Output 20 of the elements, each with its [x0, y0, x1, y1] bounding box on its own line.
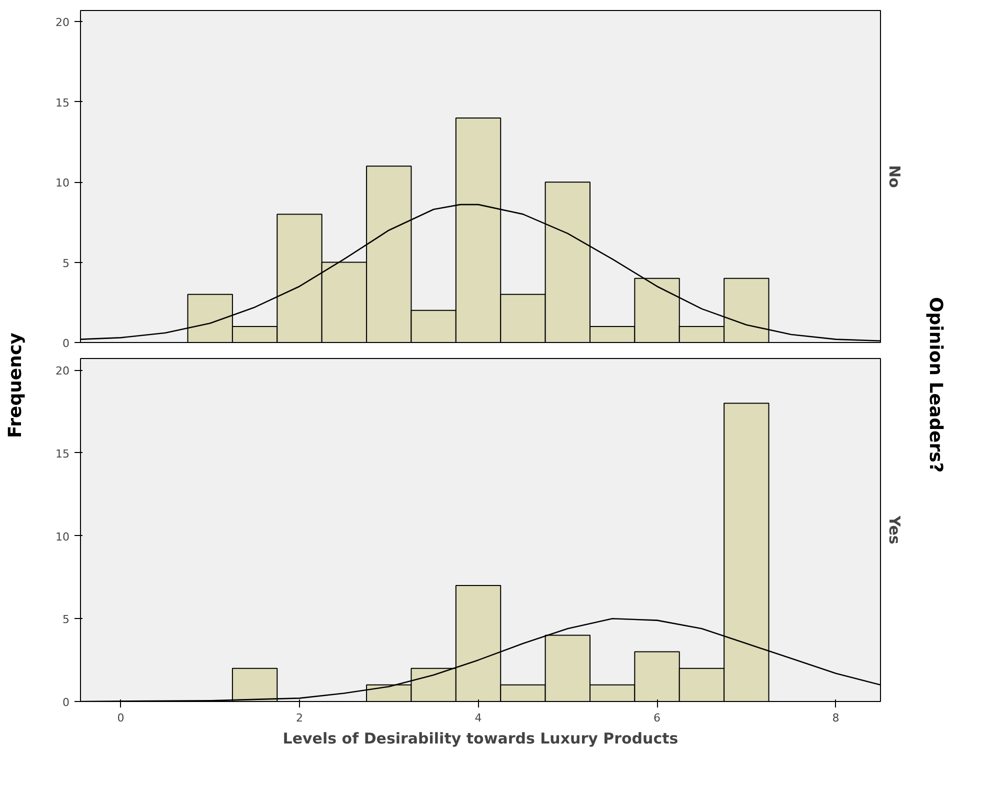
y-tick-label: 20 — [56, 364, 70, 378]
y-tick-label: 0 — [62, 337, 70, 350]
x-tick-label: 8 — [832, 712, 840, 724]
y-axis-title: Frequency — [5, 331, 26, 440]
y-tick-label: 5 — [62, 613, 70, 626]
x-tick-label: 2 — [296, 712, 303, 724]
y-tick-label: 0 — [62, 696, 70, 709]
x-tick-label: 4 — [474, 712, 482, 724]
legend-title: Opinion Leaders? — [925, 296, 946, 475]
y-tick-label: 10 — [56, 530, 70, 544]
y-tick-label: 10 — [56, 176, 70, 190]
y-tick-label: 5 — [62, 256, 70, 270]
y-tick-label: 20 — [56, 16, 70, 30]
x-axis-title: Levels of Desirability towards Luxury Products — [282, 730, 678, 748]
y2-axis-title: No — [886, 165, 904, 188]
y2-axis-title: Yes — [886, 514, 904, 544]
y-tick-label: 15 — [56, 96, 70, 110]
x-tick-label: 6 — [654, 712, 661, 724]
x-tick-label: 0 — [117, 712, 124, 724]
y-tick-label: 15 — [56, 447, 70, 460]
